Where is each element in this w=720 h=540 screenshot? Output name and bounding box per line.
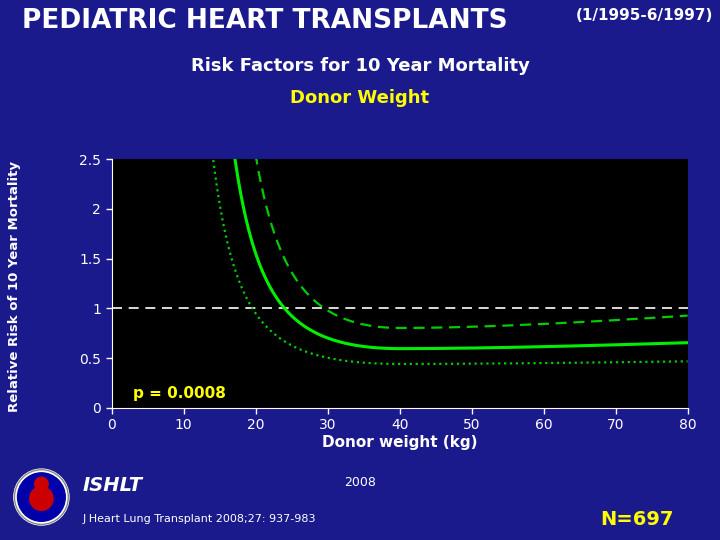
- Circle shape: [14, 469, 69, 525]
- Text: 2008: 2008: [344, 476, 376, 489]
- Text: N=697: N=697: [600, 510, 673, 529]
- Text: Relative Risk of 10 Year Mortality: Relative Risk of 10 Year Mortality: [8, 161, 21, 411]
- Circle shape: [17, 473, 66, 521]
- Text: PEDIATRIC HEART TRANSPLANTS: PEDIATRIC HEART TRANSPLANTS: [22, 8, 507, 34]
- Circle shape: [35, 477, 48, 491]
- Text: p = 0.0008: p = 0.0008: [133, 386, 226, 401]
- Text: ISHLT: ISHLT: [83, 476, 143, 495]
- Circle shape: [30, 487, 53, 510]
- Text: Donor Weight: Donor Weight: [290, 89, 430, 107]
- Text: Risk Factors for 10 Year Mortality: Risk Factors for 10 Year Mortality: [191, 57, 529, 75]
- Text: (1/1995-6/1997): (1/1995-6/1997): [576, 8, 714, 23]
- Text: Donor weight (kg): Donor weight (kg): [322, 435, 477, 450]
- Text: J Heart Lung Transplant 2008;27: 937-983: J Heart Lung Transplant 2008;27: 937-983: [83, 514, 316, 524]
